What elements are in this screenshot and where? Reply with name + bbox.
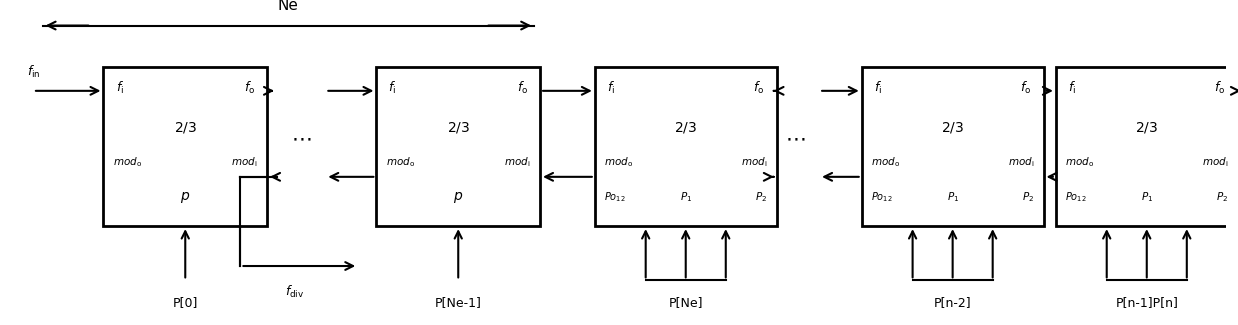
FancyBboxPatch shape xyxy=(594,67,776,226)
Text: $f_{\rm div}$: $f_{\rm div}$ xyxy=(285,283,305,300)
Text: $mod_{\rm i}$: $mod_{\rm i}$ xyxy=(232,156,258,169)
Text: P[Ne-1]: P[Ne-1] xyxy=(435,296,482,309)
Text: Ne: Ne xyxy=(279,0,298,13)
Text: $mod_{\rm o}$: $mod_{\rm o}$ xyxy=(604,156,634,169)
Text: $mod_{\rm o}$: $mod_{\rm o}$ xyxy=(386,156,415,169)
Text: $p$: $p$ xyxy=(181,190,191,205)
Text: $mod_{\rm i}$: $mod_{\rm i}$ xyxy=(504,156,530,169)
Text: $\cdots$: $\cdots$ xyxy=(291,129,312,149)
Text: $Po_{12}$: $Po_{12}$ xyxy=(604,191,626,204)
Text: $f_{\rm i}$: $f_{\rm i}$ xyxy=(607,80,615,96)
Text: $2/3$: $2/3$ xyxy=(447,120,470,135)
Text: $f_{\rm o}$: $f_{\rm o}$ xyxy=(753,80,765,96)
Text: $mod_{\rm o}$: $mod_{\rm o}$ xyxy=(1066,156,1094,169)
Text: $f_{\rm i}$: $f_{\rm i}$ xyxy=(389,80,396,96)
Text: $P_1$: $P_1$ xyxy=(1140,191,1153,204)
Text: $mod_{\rm o}$: $mod_{\rm o}$ xyxy=(113,156,142,169)
Text: P[n-2]: P[n-2] xyxy=(933,296,972,309)
Text: P[n-1]P[n]: P[n-1]P[n] xyxy=(1115,296,1179,309)
Text: $mod_{\rm i}$: $mod_{\rm i}$ xyxy=(1202,156,1228,169)
Text: P[Ne]: P[Ne] xyxy=(669,296,703,309)
Text: $P_1$: $P_1$ xyxy=(680,191,692,204)
Text: $f_{\rm i}$: $f_{\rm i}$ xyxy=(115,80,124,96)
Text: $f_{\rm i}$: $f_{\rm i}$ xyxy=(874,80,881,96)
Text: $f_{\rm o}$: $f_{\rm o}$ xyxy=(1020,80,1031,96)
Text: $mod_{\rm i}$: $mod_{\rm i}$ xyxy=(1008,156,1034,169)
Text: $Po_{12}$: $Po_{12}$ xyxy=(1066,191,1087,204)
FancyBboxPatch shape xyxy=(1056,67,1238,226)
Text: $mod_{\rm o}$: $mod_{\rm o}$ xyxy=(872,156,900,169)
Text: P[0]: P[0] xyxy=(172,296,198,309)
FancyBboxPatch shape xyxy=(376,67,540,226)
Text: $f_{\rm o}$: $f_{\rm o}$ xyxy=(244,80,255,96)
Text: $P_2$: $P_2$ xyxy=(755,191,768,204)
Text: $2/3$: $2/3$ xyxy=(675,120,697,135)
Text: $f_{\rm in}$: $f_{\rm in}$ xyxy=(27,64,41,80)
Text: $p$: $p$ xyxy=(453,190,463,205)
Text: $2/3$: $2/3$ xyxy=(1135,120,1159,135)
Text: $f_{\rm i}$: $f_{\rm i}$ xyxy=(1068,80,1076,96)
Text: $P_1$: $P_1$ xyxy=(947,191,958,204)
FancyBboxPatch shape xyxy=(862,67,1044,226)
Text: $\cdots$: $\cdots$ xyxy=(785,129,805,149)
Text: $f_{\rm o}$: $f_{\rm o}$ xyxy=(516,80,527,96)
Text: $f_{\rm o}$: $f_{\rm o}$ xyxy=(1214,80,1226,96)
Text: $mod_{\rm i}$: $mod_{\rm i}$ xyxy=(740,156,768,169)
Text: $P_2$: $P_2$ xyxy=(1216,191,1228,204)
Text: $Po_{12}$: $Po_{12}$ xyxy=(872,191,893,204)
FancyBboxPatch shape xyxy=(103,67,267,226)
Text: $2/3$: $2/3$ xyxy=(941,120,964,135)
Text: $2/3$: $2/3$ xyxy=(173,120,197,135)
Text: $P_2$: $P_2$ xyxy=(1021,191,1034,204)
